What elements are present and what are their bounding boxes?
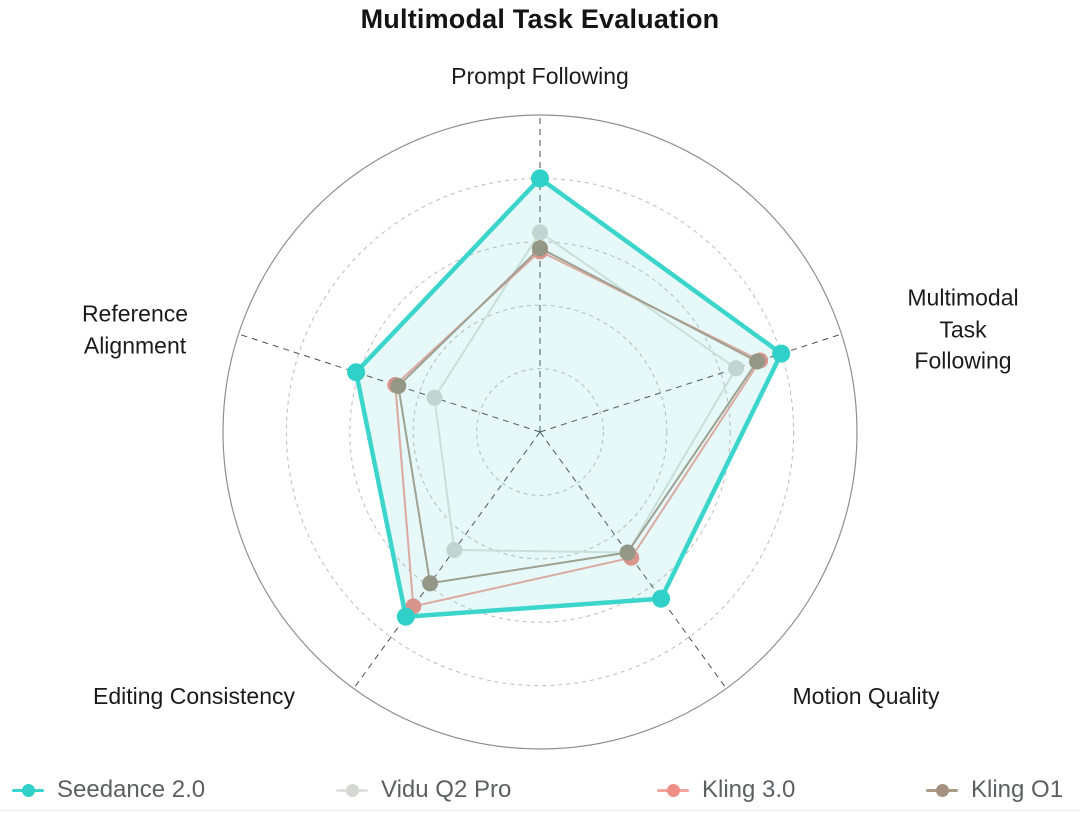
data-point-vidu-q2-pro-axis-0 (532, 224, 548, 241)
data-point-seedance-2-0-axis-3 (396, 607, 415, 626)
axis-label-reference-alignment: Reference Alignment (81, 300, 189, 358)
legend-item-vidu-q2-pro[interactable]: Vidu Q2 Pro (336, 776, 511, 804)
series-polygon-kling-o1 (397, 247, 759, 585)
data-point-kling-o1-axis-1 (749, 353, 766, 370)
bottom-divider (0, 810, 1080, 811)
series-polygon-kling-3-0 (394, 250, 762, 608)
axis-spoke-3 (353, 431, 541, 689)
kling-o1-legend-marker-icon (926, 783, 958, 797)
legend-label: Kling 3.0 (702, 776, 796, 803)
grid-ring-0 (476, 368, 604, 496)
data-point-kling-o1-axis-3 (422, 575, 439, 592)
vidu-legend-marker-icon (336, 783, 368, 797)
data-point-vidu-q2-pro-axis-4 (426, 389, 443, 406)
chart-legend: Seedance 2.0 Vidu Q2 Pro Kling 3.0 Kling… (0, 776, 1080, 812)
grid-ring-2 (349, 241, 731, 623)
series-polygon-seedance-2-0 (353, 176, 784, 619)
legend-label: Kling O1 (971, 776, 1064, 803)
seedance-legend-marker-icon (12, 783, 44, 797)
grid-ring-1 (412, 304, 668, 560)
axis-label-editing-consistency: Editing Consistency (93, 683, 295, 710)
axis-spoke-1 (539, 333, 842, 433)
data-point-seedance-2-0-axis-1 (772, 344, 791, 363)
data-point-kling-o1-axis-4 (390, 378, 407, 394)
kling3-legend-marker-icon (657, 783, 689, 797)
chart-title: Multimodal Task Evaluation (360, 4, 720, 34)
data-point-kling-o1-axis-0 (532, 240, 548, 257)
axis-label-motion-quality: Motion Quality (792, 683, 940, 710)
legend-label: Vidu Q2 Pro (381, 776, 512, 803)
data-point-seedance-2-0-axis-4 (347, 363, 366, 382)
legend-item-seedance-2-0[interactable]: Seedance 2.0 (12, 776, 205, 804)
axis-label-prompt-following: Prompt Following (451, 63, 629, 90)
data-point-vidu-q2-pro-axis-1 (728, 360, 744, 377)
data-point-seedance-2-0-axis-2 (652, 589, 671, 608)
legend-item-kling-3-0[interactable]: Kling 3.0 (657, 776, 795, 804)
data-point-kling-o1-axis-2 (619, 544, 636, 561)
data-point-vidu-q2-pro-axis-3 (446, 542, 463, 558)
data-point-seedance-2-0-axis-0 (531, 169, 549, 188)
axis-label-multimodal-task-following: Multimodal Task Following (907, 284, 1019, 374)
legend-item-kling-o1[interactable]: Kling O1 (926, 776, 1063, 804)
outer-circle (222, 114, 858, 750)
series-polygon-vidu-q2-pro (433, 231, 737, 554)
legend-label: Seedance 2.0 (57, 776, 206, 803)
